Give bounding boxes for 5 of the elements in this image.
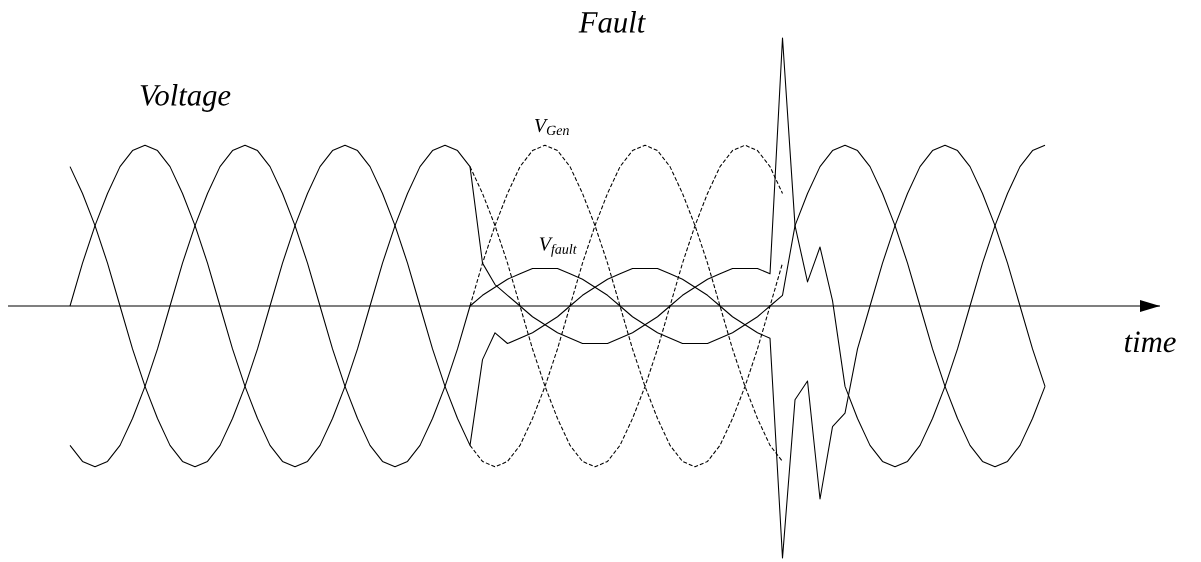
y-axis-title: Voltage xyxy=(140,84,231,112)
x-axis-title: time xyxy=(1124,331,1176,353)
annotation: V$_{fault}$ xyxy=(539,237,577,257)
annotation: V$_{Gen}$ xyxy=(534,118,569,136)
chart-title: Fault xyxy=(578,11,646,33)
